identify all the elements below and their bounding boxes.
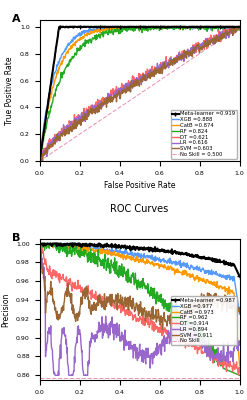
Legend: Meta-learner =0.919, XGB =0.888, CatB =0.874, RF =0.824, DT =0.621, LR =0.616, S: Meta-learner =0.919, XGB =0.888, CatB =0… <box>171 110 237 158</box>
Legend: Meta-learner =0.987, XGB =0.977, CatB =0.973, RF =0.962, DT =0.914, LR =0.894, S: Meta-learner =0.987, XGB =0.977, CatB =0… <box>171 296 237 345</box>
Text: B: B <box>12 233 20 243</box>
Text: ROC Curves: ROC Curves <box>110 204 169 214</box>
Text: A: A <box>12 14 20 24</box>
Y-axis label: True Positive Rate: True Positive Rate <box>5 56 14 125</box>
Y-axis label: Precision: Precision <box>1 292 10 326</box>
X-axis label: False Positive Rate: False Positive Rate <box>104 182 175 190</box>
